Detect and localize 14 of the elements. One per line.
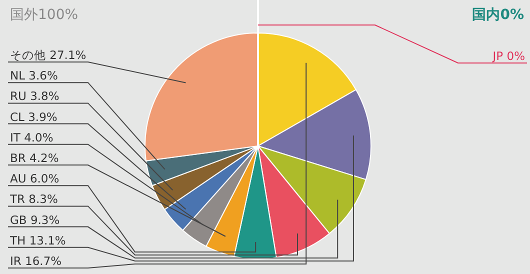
slice-label: GB 9.3% <box>10 212 60 227</box>
slice-label: RU 3.8% <box>10 89 60 104</box>
slice-label: NL 3.6% <box>10 68 58 83</box>
slice-label: AU 6.0% <box>10 172 60 186</box>
slice-label: CL 3.9% <box>10 110 58 124</box>
text: 国外100% <box>10 7 78 23</box>
slice-label: TH 13.1% <box>9 233 66 248</box>
slice-label: その他 27.1% <box>10 48 86 62</box>
text: 国内0% <box>472 7 524 23</box>
slice-label: IT 4.0% <box>10 130 54 144</box>
slice-label: TR 8.3% <box>9 192 58 206</box>
slice-label: IR 16.7% <box>10 254 62 268</box>
slice-label: BR 4.2% <box>10 151 59 165</box>
category-label: JP 0% <box>492 49 525 63</box>
